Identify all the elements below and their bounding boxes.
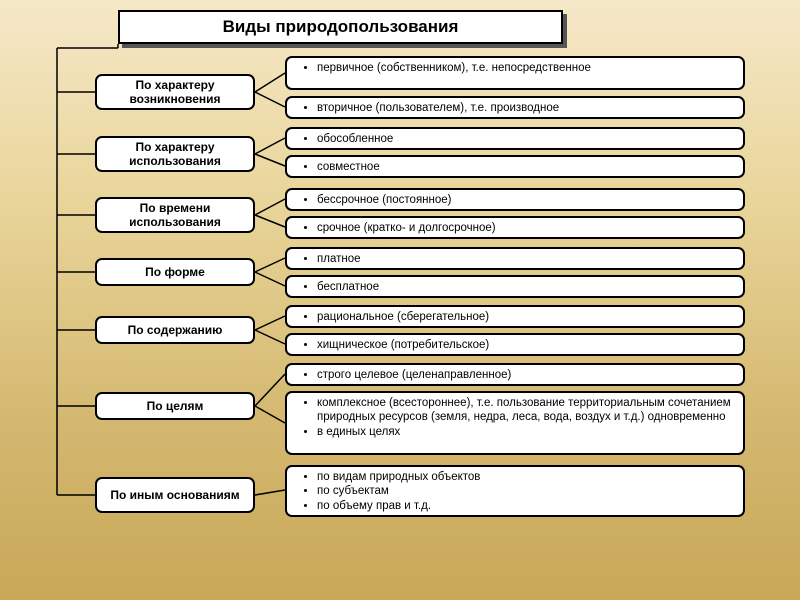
item-box: вторичное (пользователем), т.е. производ… (285, 96, 745, 119)
item-bullet: бессрочное (постоянное) (317, 193, 735, 207)
item-box: строго целевое (целенаправленное) (285, 363, 745, 386)
item-bullet: обособленное (317, 132, 735, 146)
category-box: По форме (95, 258, 255, 286)
item-bullet: по субъектам (317, 484, 735, 498)
diagram-canvas: Виды природопользования По характеру воз… (0, 0, 800, 600)
item-box: платное (285, 247, 745, 270)
item-bullet: вторичное (пользователем), т.е. производ… (317, 101, 735, 115)
item-bullet: строго целевое (целенаправленное) (317, 368, 735, 382)
category-box: По характеру возникновения (95, 74, 255, 110)
item-box: по видам природных объектовпо субъектамп… (285, 465, 745, 517)
item-bullet: рациональное (сберегательное) (317, 310, 735, 324)
item-box: бессрочное (постоянное) (285, 188, 745, 211)
item-box: комплексное (всестороннее), т.е. пользов… (285, 391, 745, 455)
item-bullet: бесплатное (317, 280, 735, 294)
item-box: первичное (собственником), т.е. непосред… (285, 56, 745, 90)
item-bullet: платное (317, 252, 735, 266)
item-box: бесплатное (285, 275, 745, 298)
category-box: По времени использования (95, 197, 255, 233)
item-bullet: первичное (собственником), т.е. непосред… (317, 61, 735, 75)
item-box: обособленное (285, 127, 745, 150)
item-bullet: срочное (кратко- и долгосрочное) (317, 221, 735, 235)
category-box: По целям (95, 392, 255, 420)
item-bullet: совместное (317, 160, 735, 174)
category-box: По характеру использования (95, 136, 255, 172)
item-bullet: комплексное (всестороннее), т.е. пользов… (317, 396, 735, 425)
category-box: По содержанию (95, 316, 255, 344)
item-box: хищническое (потребительское) (285, 333, 745, 356)
diagram-title: Виды природопользования (118, 10, 563, 44)
item-box: совместное (285, 155, 745, 178)
item-box: срочное (кратко- и долгосрочное) (285, 216, 745, 239)
item-bullet: в единых целях (317, 425, 735, 439)
category-box: По иным основаниям (95, 477, 255, 513)
item-bullet: по объему прав и т.д. (317, 499, 735, 513)
item-bullet: хищническое (потребительское) (317, 338, 735, 352)
item-box: рациональное (сберегательное) (285, 305, 745, 328)
item-bullet: по видам природных объектов (317, 470, 735, 484)
